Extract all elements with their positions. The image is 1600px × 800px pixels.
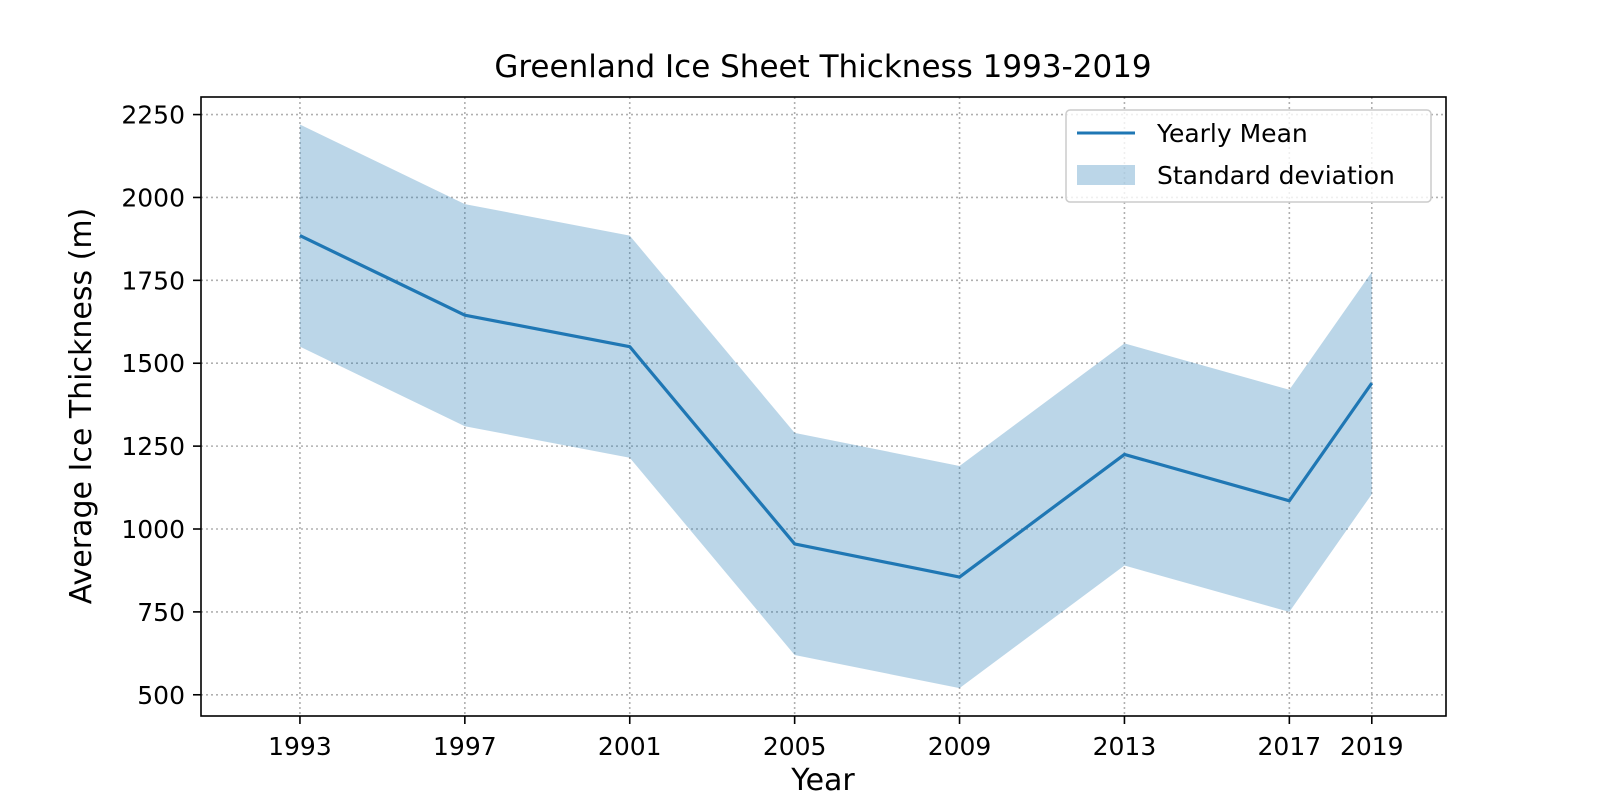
x-tick-label-1997: 1997: [433, 732, 497, 761]
y-tick-label-1750: 1750: [121, 266, 185, 295]
std-dev-band: [299, 124, 1372, 689]
x-tick-label-2005: 2005: [763, 732, 827, 761]
legend: Yearly Mean Standard deviation: [1065, 109, 1432, 203]
std-dev-band-layer: [299, 124, 1372, 689]
x-tick-label-2017: 2017: [1258, 732, 1322, 761]
x-tick-label-2001: 2001: [598, 732, 662, 761]
y-tick-label-750: 750: [137, 598, 185, 627]
y-axis-title: Average Ice Thickness (m): [64, 208, 99, 605]
legend-band-swatch: [1077, 165, 1135, 185]
y-tick-label-2250: 2250: [121, 101, 185, 130]
grid: [201, 97, 1446, 716]
legend-label-standard-deviation: Standard deviation: [1157, 161, 1395, 190]
x-tick-label-2009: 2009: [928, 732, 992, 761]
chart-title: Greenland Ice Sheet Thickness 1993-2019: [494, 49, 1151, 85]
y-tick-label-1500: 1500: [121, 349, 185, 378]
yearly-mean-line: [299, 234, 1374, 579]
y-tick-label-2000: 2000: [121, 183, 185, 212]
y-tick-label-1250: 1250: [121, 432, 185, 461]
x-axis-title: Year: [790, 763, 855, 798]
y-tick-label-500: 500: [137, 681, 185, 710]
legend-label-yearly-mean: Yearly Mean: [1156, 119, 1308, 148]
y-axis: 500 750 1000 1250 1500 1750 2000 2250: [121, 101, 201, 710]
mean-line-layer: [299, 234, 1374, 579]
legend-box: [1065, 109, 1432, 203]
plot-frame: [200, 96, 1447, 717]
x-tick-label-2013: 2013: [1093, 732, 1157, 761]
x-tick-label-2019: 2019: [1340, 732, 1404, 761]
x-tick-label-1993: 1993: [268, 732, 332, 761]
x-axis: 1993 1997 2001 2005 2009 2013 2017 2019: [268, 716, 1404, 761]
y-tick-label-1000: 1000: [121, 515, 185, 544]
